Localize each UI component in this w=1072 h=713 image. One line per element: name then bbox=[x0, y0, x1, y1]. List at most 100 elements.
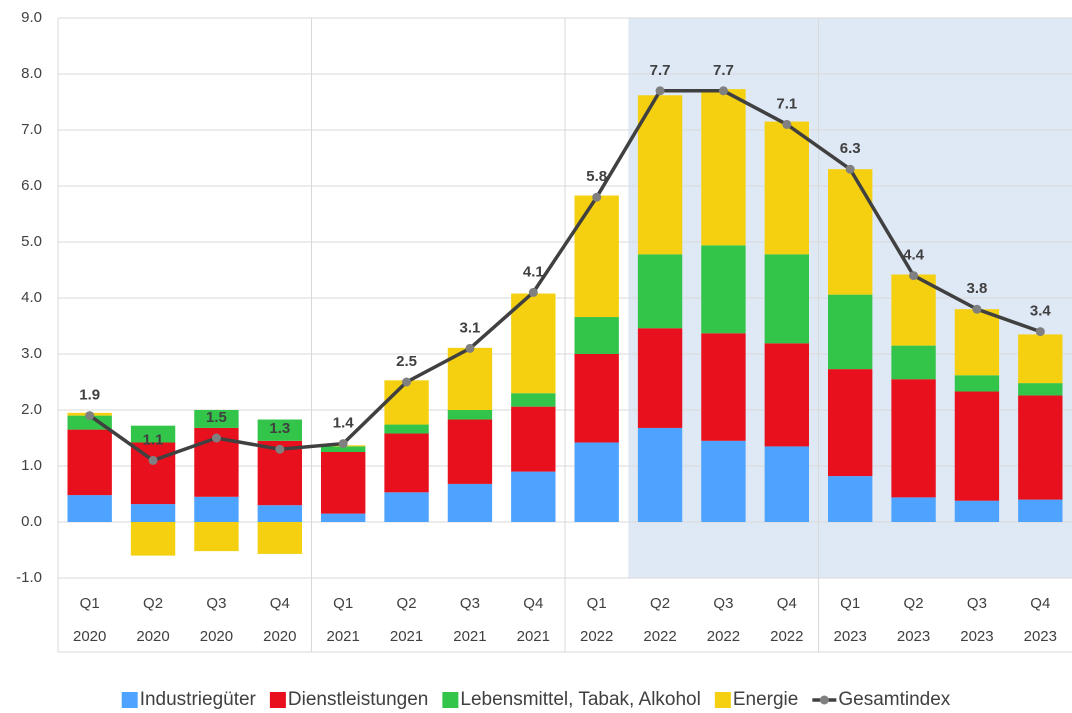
x-tick-year: 2020 bbox=[263, 628, 296, 645]
bar-segment bbox=[1018, 334, 1063, 384]
data-label: 5.8 bbox=[586, 168, 607, 185]
bar-segment bbox=[67, 429, 112, 496]
x-tick-year: 2023 bbox=[834, 628, 867, 645]
bar-segment bbox=[384, 380, 429, 425]
x-tick-label: Q3 bbox=[713, 595, 733, 612]
line-marker bbox=[402, 377, 412, 387]
legend-symbol bbox=[269, 692, 286, 708]
y-tick-label: 3.0 bbox=[21, 345, 42, 362]
bar-segment bbox=[447, 419, 493, 484]
bar-segment bbox=[511, 393, 556, 407]
bar-segment bbox=[891, 497, 936, 522]
bar-segment bbox=[511, 406, 556, 472]
bar-segment bbox=[67, 495, 112, 522]
bar-segment bbox=[701, 245, 746, 334]
y-tick-label: 9.0 bbox=[21, 9, 42, 26]
data-label: 7.7 bbox=[650, 62, 671, 79]
y-tick-label: 8.0 bbox=[21, 65, 42, 82]
x-tick-label: Q4 bbox=[777, 595, 797, 612]
data-label: 7.1 bbox=[776, 95, 797, 112]
bar-segment bbox=[130, 504, 176, 522]
line-marker bbox=[845, 164, 855, 174]
line-marker bbox=[465, 343, 475, 353]
x-tick-year: 2022 bbox=[643, 628, 676, 645]
x-tick-label: Q1 bbox=[333, 595, 353, 612]
line-marker bbox=[275, 444, 285, 454]
x-tick-label: Q3 bbox=[967, 595, 987, 612]
data-label: 1.4 bbox=[333, 415, 355, 432]
data-label: 1.5 bbox=[206, 409, 227, 426]
bar-segment bbox=[891, 345, 936, 380]
legend-label: Industriegüter bbox=[140, 689, 257, 710]
line-marker bbox=[972, 304, 982, 314]
line-marker bbox=[85, 411, 95, 421]
bar-segment bbox=[637, 254, 683, 329]
legend-symbol bbox=[819, 695, 829, 705]
x-tick-year: 2021 bbox=[327, 628, 360, 645]
bar-segment bbox=[1018, 499, 1063, 522]
bar-segment bbox=[257, 505, 302, 522]
x-tick-year: 2023 bbox=[1024, 628, 1057, 645]
bar-segment bbox=[447, 410, 493, 420]
bar-segment bbox=[828, 169, 873, 295]
bar-segment bbox=[67, 415, 112, 430]
legend-label: Energie bbox=[733, 689, 799, 710]
legend-label: Dienstleistungen bbox=[288, 689, 428, 710]
bar-segment bbox=[574, 354, 619, 443]
y-tick-label: -1.0 bbox=[16, 569, 42, 586]
x-tick-label: Q1 bbox=[80, 595, 100, 612]
data-label: 4.1 bbox=[523, 263, 544, 280]
bar-segment bbox=[574, 317, 619, 354]
bar-segment bbox=[637, 427, 683, 522]
data-label: 3.1 bbox=[460, 319, 481, 336]
bar-segment bbox=[447, 483, 493, 522]
x-tick-label: Q2 bbox=[650, 595, 670, 612]
line-marker bbox=[592, 192, 602, 202]
data-label: 3.4 bbox=[1030, 303, 1052, 320]
bar-segment bbox=[321, 513, 366, 522]
x-tick-label: Q4 bbox=[270, 595, 290, 612]
bar-segment bbox=[511, 471, 556, 522]
bar-segment bbox=[1018, 383, 1063, 396]
line-marker bbox=[1035, 327, 1045, 337]
bar-segment bbox=[130, 442, 176, 505]
y-tick-label: 1.0 bbox=[21, 457, 42, 474]
bar-segment bbox=[954, 309, 1000, 376]
bar-segment bbox=[130, 425, 176, 443]
x-tick-label: Q2 bbox=[904, 595, 924, 612]
bar-segment bbox=[321, 446, 366, 452]
bar-segment bbox=[764, 121, 809, 255]
line-marker bbox=[909, 271, 919, 281]
bar-segment bbox=[828, 369, 873, 477]
data-label: 4.4 bbox=[903, 247, 925, 264]
x-tick-year: 2021 bbox=[453, 628, 486, 645]
bar-segment bbox=[954, 500, 1000, 522]
line-marker bbox=[528, 287, 538, 297]
bar-segment bbox=[194, 410, 239, 428]
bar-segment bbox=[891, 379, 936, 498]
line bbox=[88, 89, 1041, 463]
y-tick-label: 4.0 bbox=[21, 289, 42, 306]
bar-segment bbox=[701, 333, 746, 441]
line-marker bbox=[718, 86, 728, 96]
bar-segment bbox=[574, 442, 619, 522]
x-tick-year: 2020 bbox=[136, 628, 169, 645]
bar-segment bbox=[828, 294, 873, 370]
bar-segment bbox=[194, 522, 239, 552]
line-marker bbox=[338, 439, 348, 449]
bar-segment bbox=[637, 95, 683, 255]
x-tick-year: 2023 bbox=[897, 628, 930, 645]
data-label: 3.8 bbox=[967, 280, 988, 297]
x-tick-year: 2021 bbox=[390, 628, 423, 645]
bar-segment bbox=[701, 89, 746, 246]
x-tick-year: 2022 bbox=[580, 628, 613, 645]
x-tick-year: 2022 bbox=[707, 628, 740, 645]
y-tick-label: 7.0 bbox=[21, 121, 42, 138]
bar-segment bbox=[1018, 395, 1063, 500]
bar-segment bbox=[384, 433, 429, 493]
bar-segment bbox=[384, 424, 429, 434]
bar-segment bbox=[130, 522, 176, 556]
x-tick-label: Q4 bbox=[1030, 595, 1050, 612]
x-tick-label: Q2 bbox=[143, 595, 163, 612]
